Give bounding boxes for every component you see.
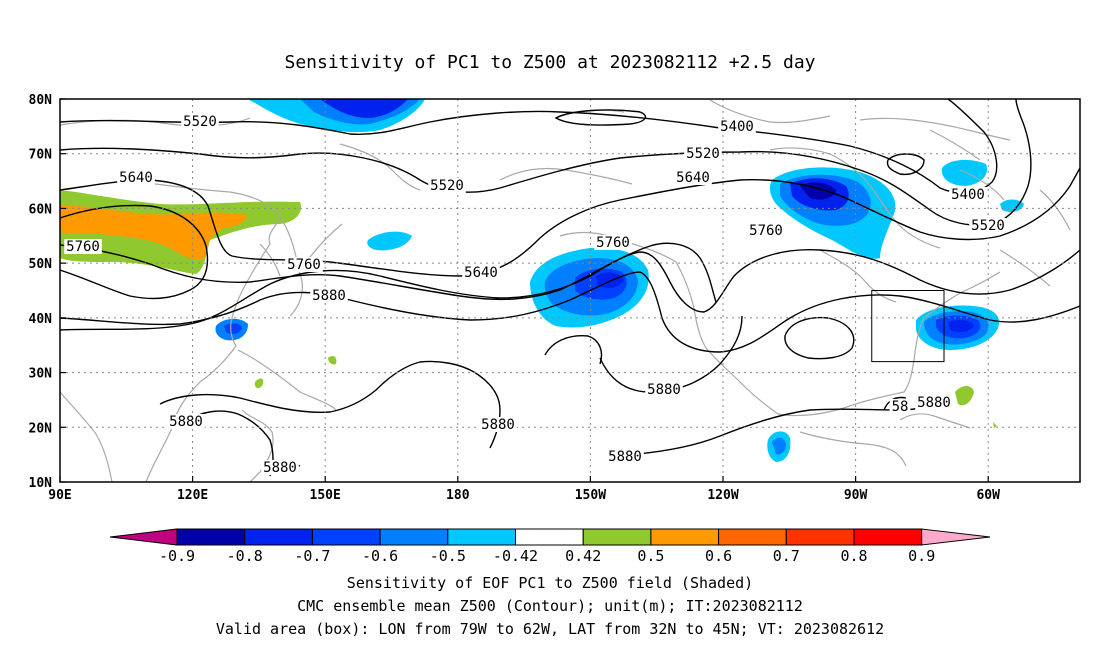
valid-area-box: [871, 290, 945, 363]
colorbar-swatch: [176, 528, 246, 546]
contour-label: 5640: [464, 265, 498, 281]
contour-label-bg: [718, 119, 756, 134]
contour-label-bg: [606, 449, 644, 464]
contour-label-bg: [261, 460, 299, 475]
colorbar-swatch: [379, 528, 449, 546]
lat-label: 60N: [29, 202, 53, 217]
lon-label: 150W: [575, 488, 606, 503]
colorbar-label: 0.5: [637, 547, 664, 565]
contour-label: 5880: [608, 449, 642, 465]
colorbar-label: -0.8: [227, 547, 263, 565]
contour-label-bg: [889, 399, 911, 414]
caption-line-3: Valid area (box): LON from 79W to 62W, L…: [216, 620, 884, 638]
contour-label: 5640: [676, 170, 710, 186]
contour-label-bg: [684, 146, 722, 161]
contour-label-bg: [479, 417, 517, 432]
lat-label: 70N: [29, 148, 53, 163]
contour-label-bg: [915, 395, 953, 410]
lon-label: 90W: [844, 488, 868, 503]
contour-label: 5880: [312, 288, 346, 304]
contour-label: 5880: [169, 414, 203, 430]
colorbar-swatch: [785, 528, 855, 546]
shading-positive: [60, 190, 974, 406]
latitude-axis: 80N 70N 60N 50N 40N 30N 20N 10N: [29, 93, 66, 491]
colorbar-swatch: [853, 528, 923, 546]
colorbar-label: 0.7: [773, 547, 800, 565]
contour-label: 5520: [971, 218, 1005, 234]
graticule: [60, 99, 1080, 482]
colorbar-label: 0.6: [705, 547, 732, 565]
contour-label-bg: [674, 170, 712, 185]
lon-label: 120W: [707, 488, 738, 503]
lat-label: 40N: [29, 312, 53, 327]
colorbar-high-triangle: [921, 528, 991, 546]
contour-label: 5640: [119, 170, 153, 186]
contour-label-bg: [310, 288, 348, 303]
colorbar-label: 0.42: [565, 547, 601, 565]
contour-label: 5400: [951, 187, 985, 203]
map-frame: [59, 98, 1081, 483]
contour-label-bg: [645, 382, 683, 397]
colorbar-label: -0.7: [294, 547, 330, 565]
colorbar-low-triangle: [109, 528, 178, 546]
colorbar-swatch: [244, 528, 313, 546]
contour-label: 5400: [720, 119, 754, 135]
contour-label: 5520: [686, 146, 720, 162]
shading-negative: [215, 99, 1024, 462]
contour-label-bg: [594, 235, 632, 250]
longitude-axis: 90E 120E 150E 180 150W 120W 90W 60W: [48, 476, 1000, 503]
colorbar-swatch: [718, 528, 787, 546]
contour-label-bg: [969, 218, 1007, 233]
contour-label-bg: [285, 257, 323, 272]
colorbar: -0.9 -0.8 -0.7 -0.6 -0.5 -0.42 0.42 0.5 0.6 0.7 0.…: [109, 528, 991, 565]
contour-label-bg: [64, 239, 102, 254]
contour-label: 5880: [647, 382, 681, 398]
colorbar-swatch: [515, 528, 584, 546]
contour-label-bg: [949, 187, 987, 202]
colorbar-label: 0.9: [908, 547, 935, 565]
lon-label: 180: [446, 488, 470, 503]
lat-label: 50N: [29, 257, 53, 272]
colorbar-label: -0.5: [430, 547, 466, 565]
colorbar-swatch: [311, 528, 381, 546]
lat-label: 10N: [29, 476, 53, 491]
contour-label: 5880: [481, 417, 515, 433]
contour-label-bg: [747, 223, 785, 238]
contour-label-bg: [428, 178, 466, 193]
colorbar-label: -0.42: [493, 547, 538, 565]
contour-label-bg: [181, 114, 219, 129]
contour-label: 5760: [287, 257, 321, 273]
colorbar-label: -0.6: [362, 547, 398, 565]
colorbar-label: 0.8: [840, 547, 867, 565]
contour-label: 5880: [263, 460, 297, 476]
contour-labels: 5400540055205520552055205640564056405760…: [64, 114, 1007, 476]
contour-label-bg: [462, 265, 500, 280]
colorbar-swatch: [447, 528, 516, 546]
contour-label: 5760: [749, 223, 783, 239]
map-plot-area: 5400540055205520552055205640564056405760…: [60, 99, 1080, 482]
contour-label: 58: [892, 399, 909, 415]
caption-line-1: Sensitivity of EOF PC1 to Z500 field (Sh…: [347, 574, 753, 592]
lon-label: 60W: [976, 488, 1000, 503]
caption-line-2: CMC ensemble mean Z500 (Contour); unit(m…: [297, 597, 803, 615]
lon-label: 120E: [177, 488, 208, 503]
colorbar-swatch: [582, 528, 652, 546]
figure-title: Sensitivity of PC1 to Z500 at 2023082112…: [284, 52, 815, 73]
contour-label-bg: [167, 414, 205, 429]
lon-label: 150E: [310, 488, 341, 503]
lat-label: 80N: [29, 93, 53, 108]
lat-label: 30N: [29, 367, 53, 382]
lat-label: 20N: [29, 421, 53, 436]
lon-label: 90E: [48, 488, 71, 503]
contour-label: 5880: [917, 395, 951, 411]
colorbar-label: -0.9: [159, 547, 195, 565]
contour-label: 5760: [596, 235, 630, 251]
colorbar-swatch: [650, 528, 720, 546]
contour-label: 5520: [183, 114, 217, 130]
contour-label: 5520: [430, 178, 464, 194]
contour-label-bg: [117, 170, 155, 185]
contour-label: 5760: [66, 239, 100, 255]
